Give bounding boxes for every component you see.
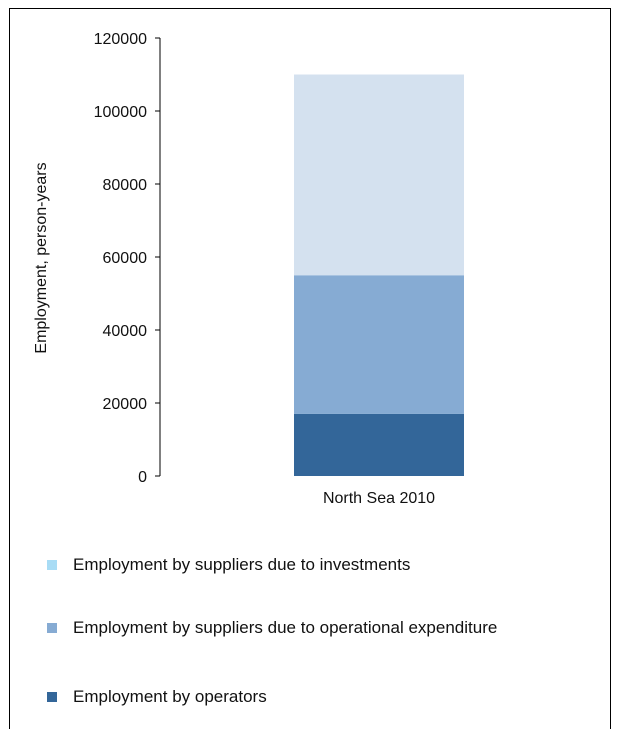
y-tick-label: 0 xyxy=(138,469,147,486)
y-tick-label: 20000 xyxy=(103,396,148,413)
chart-frame xyxy=(9,8,611,729)
y-axis-title: Employment, person-years xyxy=(33,162,50,353)
x-category-label: North Sea 2010 xyxy=(323,490,435,507)
legend-item: Employment by operators xyxy=(47,687,267,707)
y-axis: 0 20000 40000 60000 80000 100000 120000 xyxy=(94,31,161,486)
y-tick-label: 80000 xyxy=(103,177,148,194)
legend-swatch xyxy=(47,560,57,570)
legend-item: Employment by suppliers due to investmen… xyxy=(47,555,410,575)
y-tick-label: 100000 xyxy=(94,104,147,121)
y-tick-label: 120000 xyxy=(94,31,147,48)
bar-stack xyxy=(294,74,464,476)
legend-label: Employment by suppliers due to investmen… xyxy=(73,555,411,574)
legend-label: Employment by suppliers due to operation… xyxy=(73,618,498,637)
bar-segment xyxy=(294,275,464,414)
y-tick-label: 60000 xyxy=(103,250,148,267)
legend-item: Employment by suppliers due to operation… xyxy=(47,618,497,638)
legend-label: Employment by operators xyxy=(73,687,267,706)
bar-segment xyxy=(294,413,464,476)
legend-swatch xyxy=(47,692,57,702)
legend-swatch xyxy=(47,623,57,633)
stacked-bar-chart: 0 20000 40000 60000 80000 100000 120000 North … xyxy=(33,31,464,507)
bar-segment xyxy=(294,74,464,276)
y-tick-label: 40000 xyxy=(103,323,148,340)
x-axis: North Sea 2010 xyxy=(323,490,435,507)
